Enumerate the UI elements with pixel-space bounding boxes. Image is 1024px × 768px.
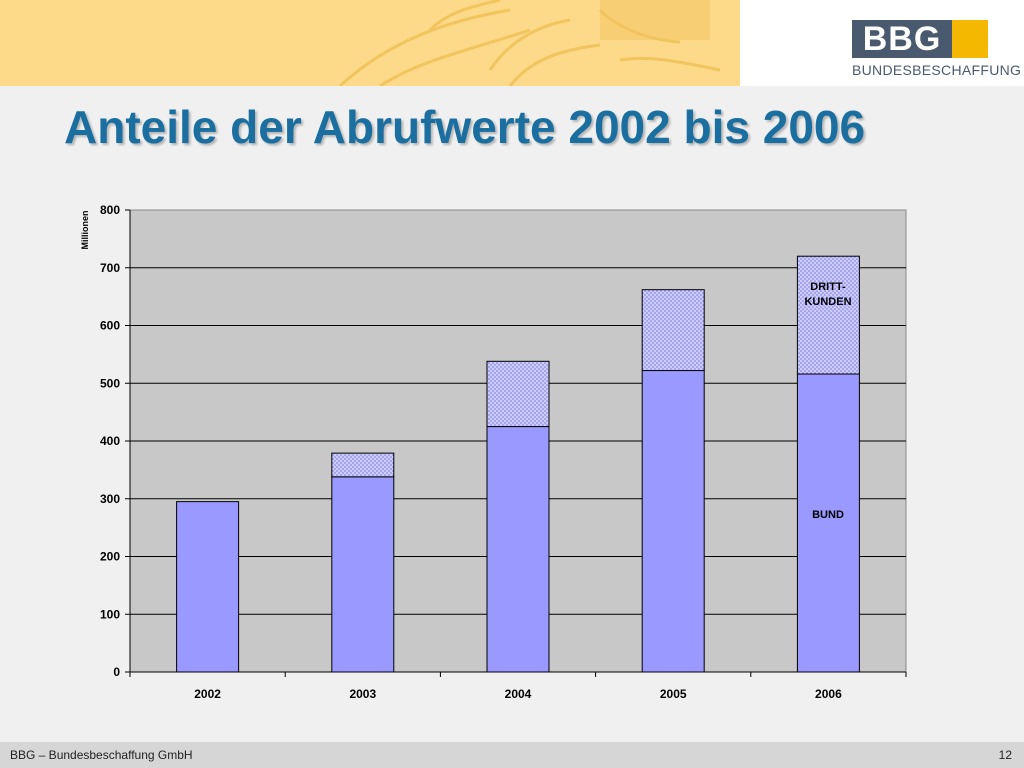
- bar-dritt-kunden-2004: [486, 360, 550, 428]
- bar-bund-2005: [641, 370, 705, 673]
- header-divider: [740, 0, 748, 86]
- logo: BBG BUNDESBESCHAFFUNG: [748, 0, 1024, 86]
- y-tick-label: 700: [100, 261, 120, 275]
- bar-dritt-kunden-2005: [641, 289, 705, 372]
- page-number: 12: [998, 748, 1012, 762]
- bar-bund-2004: [486, 426, 550, 673]
- annotation-bund: BUND: [812, 509, 844, 521]
- logo-text: BBG: [852, 20, 952, 58]
- footer-text: BBG – Bundesbeschaffung GmbH: [10, 748, 193, 762]
- y-tick-label: 600: [100, 319, 120, 333]
- logo-mark: BBG: [852, 20, 988, 58]
- x-tick-label: 2002: [194, 687, 221, 701]
- eagle-emblem-decoration: [338, 0, 721, 86]
- annotation-dritt-kunden-line1: DRITT-: [810, 281, 846, 293]
- bar-dritt-kunden-2003: [331, 452, 395, 478]
- x-tick-label: 2005: [660, 687, 687, 701]
- y-tick-label: 200: [100, 550, 120, 564]
- stacked-bar-chart: 0 100 200 300 400 500 600 700 800 2002 2003 2004 200…: [80, 203, 907, 701]
- axes: 0 100 200 300 400 500 600 700 800 2002 2003 2004 200…: [100, 203, 907, 701]
- y-tick-label: 0: [113, 665, 120, 679]
- bar-bund-2006: [796, 373, 860, 673]
- x-tick-label: 2003: [349, 687, 376, 701]
- x-tick-label: 2006: [815, 687, 842, 701]
- bar-bund-2003: [331, 476, 395, 673]
- page-title: Anteile der Abrufwerte 2002 bis 2006: [64, 101, 866, 153]
- y-tick-label: 800: [100, 203, 120, 217]
- bars: [176, 255, 860, 673]
- annotation-dritt-kunden-line2: KUNDEN: [804, 296, 851, 308]
- bar-dritt-kunden-2006: [796, 255, 860, 375]
- x-tick-label: 2004: [505, 687, 532, 701]
- y-axis-label: Millionen: [80, 211, 90, 250]
- y-tick-label: 400: [100, 434, 120, 448]
- y-tick-label: 500: [100, 376, 120, 390]
- bar-bund-2002: [176, 501, 240, 673]
- footer: BBG – Bundesbeschaffung GmbH 12: [0, 742, 1024, 768]
- logo-subtitle: BUNDESBESCHAFFUNG: [852, 62, 1022, 78]
- y-tick-label: 300: [100, 492, 120, 506]
- y-tick-label: 100: [100, 607, 120, 621]
